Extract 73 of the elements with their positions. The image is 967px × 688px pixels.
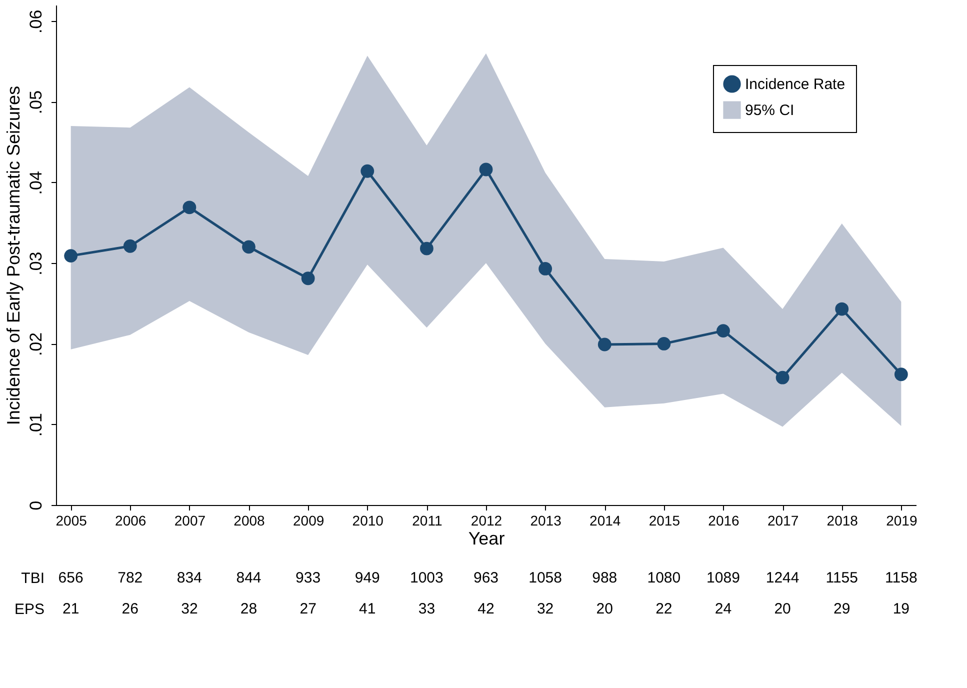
point bbox=[835, 302, 849, 316]
legend-label: Incidence Rate bbox=[745, 76, 846, 93]
point bbox=[360, 164, 374, 178]
point bbox=[64, 249, 78, 262]
text: EPS bbox=[14, 601, 44, 618]
text: 1003 bbox=[410, 570, 444, 586]
text: 834 bbox=[176, 570, 202, 586]
x-tick-label: 2015 bbox=[648, 512, 680, 528]
text: 1155 bbox=[826, 570, 858, 586]
x-tick-label: 2014 bbox=[590, 512, 621, 528]
x-tick-label: 2013 bbox=[530, 512, 562, 528]
y-tick-label: .06 bbox=[26, 10, 46, 34]
text: 963 bbox=[473, 570, 499, 586]
y-tick-label: .04 bbox=[26, 171, 46, 195]
text: TBI bbox=[21, 570, 44, 587]
text: 32 bbox=[181, 600, 198, 618]
point bbox=[182, 200, 196, 214]
text: 1089 bbox=[706, 570, 740, 586]
text: 21 bbox=[62, 600, 80, 618]
x-tick-label: 2012 bbox=[470, 512, 502, 528]
text: 26 bbox=[122, 600, 138, 618]
x-tick-label: 2011 bbox=[412, 512, 442, 528]
x-tick-label: 2010 bbox=[352, 512, 384, 528]
point bbox=[776, 370, 790, 384]
text: 19 bbox=[892, 600, 910, 618]
text: 41 bbox=[359, 600, 376, 618]
text: 32 bbox=[536, 600, 554, 618]
y-tick-label: .01 bbox=[26, 413, 46, 437]
y-tick-label: .02 bbox=[26, 332, 46, 356]
x-tick-label: 2018 bbox=[826, 512, 858, 528]
x-tick-label: 2005 bbox=[56, 512, 88, 528]
text: 844 bbox=[236, 570, 262, 586]
point bbox=[301, 272, 315, 286]
x-tick-label: 2019 bbox=[886, 512, 918, 528]
text: 1080 bbox=[647, 570, 681, 586]
point bbox=[242, 240, 256, 254]
text: 29 bbox=[834, 600, 850, 618]
x-tick-label: 2008 bbox=[234, 512, 266, 528]
text: 988 bbox=[592, 570, 618, 586]
point bbox=[598, 338, 612, 352]
point bbox=[123, 239, 137, 253]
text: 27 bbox=[300, 600, 316, 618]
y-axis-title: Incidence of Early Post-traumatic Seizures bbox=[4, 86, 24, 426]
point bbox=[894, 368, 908, 382]
y-tick-label: .03 bbox=[26, 252, 46, 276]
point bbox=[479, 162, 493, 176]
text: 22 bbox=[656, 600, 672, 618]
text: 1158 bbox=[885, 570, 918, 586]
point bbox=[420, 242, 434, 256]
x-tick-label: 2017 bbox=[767, 512, 799, 528]
legend-label: 95% CI bbox=[745, 102, 794, 119]
x-tick-label: 2009 bbox=[292, 512, 324, 528]
text: 933 bbox=[296, 570, 321, 586]
text: 33 bbox=[418, 600, 436, 618]
y-tick-label: 0 bbox=[26, 500, 46, 510]
text: 949 bbox=[354, 570, 380, 586]
text: 1058 bbox=[528, 570, 562, 586]
text: 20 bbox=[774, 600, 791, 618]
x-tick-label: 2007 bbox=[174, 512, 206, 528]
text: 20 bbox=[596, 600, 613, 618]
x-tick-label: 2016 bbox=[708, 512, 740, 528]
text: 1244 bbox=[766, 570, 800, 586]
x-tick-label: 2006 bbox=[115, 512, 146, 528]
text: 28 bbox=[240, 600, 258, 618]
text: 656 bbox=[58, 570, 84, 586]
text: 782 bbox=[118, 570, 143, 586]
point bbox=[538, 262, 552, 276]
text: 24 bbox=[714, 600, 732, 618]
text: 42 bbox=[478, 600, 494, 618]
point bbox=[716, 324, 730, 338]
point bbox=[657, 337, 671, 350]
y-tick-label: .05 bbox=[26, 90, 46, 114]
x-axis-title: Year bbox=[468, 528, 505, 548]
